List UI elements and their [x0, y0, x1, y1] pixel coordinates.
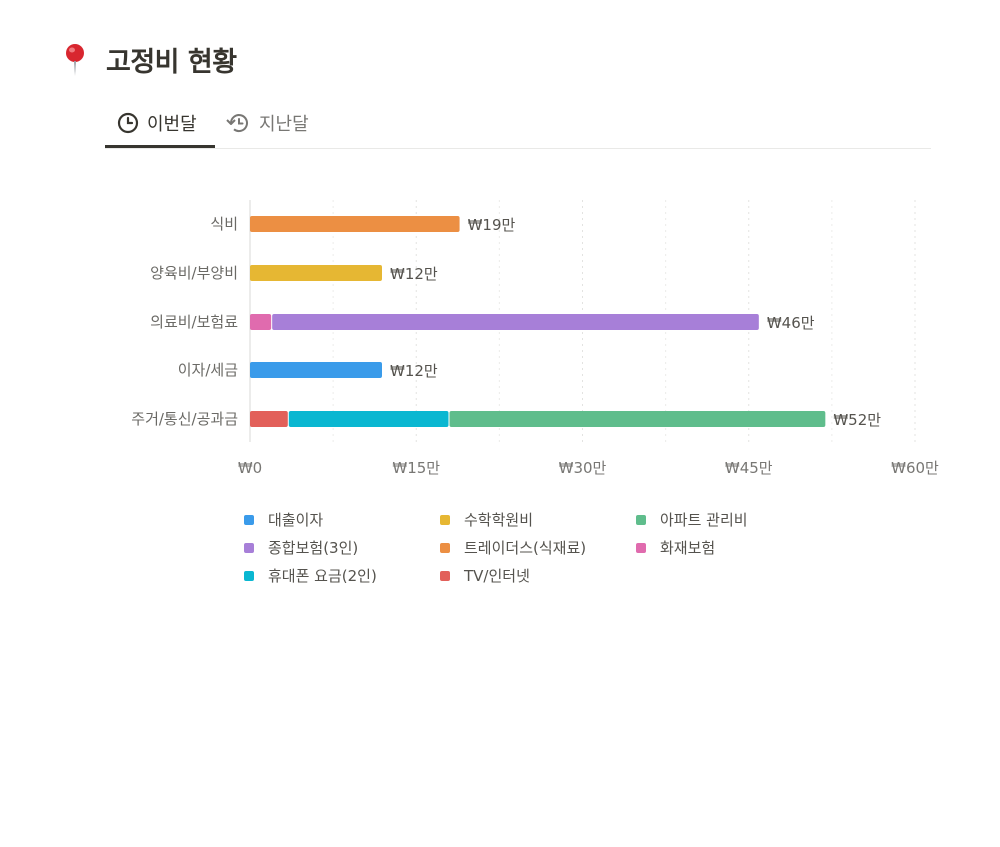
- tab-bar: 이번달 지난달: [105, 100, 931, 149]
- legend-label: 아파트 관리비: [660, 511, 748, 529]
- legend-swatch: [244, 514, 254, 525]
- legend-label: 수학학원비: [464, 511, 534, 529]
- bar-segment: [250, 216, 460, 232]
- total-label: ₩19만: [468, 216, 516, 234]
- legend-swatch: [440, 542, 450, 553]
- x-tick-label: ₩15만: [392, 459, 440, 477]
- x-tick-label: ₩0: [238, 459, 262, 477]
- legend-swatch: [636, 542, 646, 553]
- total-label: ₩52만: [833, 411, 881, 429]
- legend-swatch: [636, 514, 646, 525]
- legend-label: TV/인터넷: [464, 567, 530, 585]
- category-label: 양육비/부양비: [150, 264, 238, 282]
- category-label: 의료비/보험료: [150, 313, 238, 331]
- tab-last-month-label: 지난달: [259, 114, 309, 135]
- legend-label: 트레이더스(식재료): [464, 539, 587, 557]
- bar-segment: [272, 314, 759, 330]
- total-label: ₩12만: [390, 265, 438, 283]
- legend-swatch: [244, 542, 254, 553]
- legend-item: TV/인터넷: [440, 565, 530, 586]
- legend-label: 대출이자: [268, 511, 324, 529]
- bar-segment: [449, 411, 826, 427]
- legend-label: 휴대폰 요금(2인): [268, 567, 377, 585]
- active-tab-indicator: [105, 145, 215, 148]
- stacked-bar-chart: ₩0 ₩15만 ₩30만 ₩45만 ₩60만 식비양육비/부양비의료비/보험료이자/세금주…: [131, 200, 939, 477]
- bar-segment: [250, 411, 288, 427]
- tab-last-month[interactable]: 지난달: [225, 100, 309, 146]
- total-label: ₩46만: [767, 314, 815, 332]
- bar-segment: [288, 411, 449, 427]
- legend-swatch: [440, 570, 450, 581]
- total-label: ₩12만: [390, 362, 438, 380]
- bar-segment: [250, 314, 272, 330]
- legend-item: 트레이더스(식재료): [440, 537, 586, 558]
- legend-label: 화재보험: [660, 539, 716, 557]
- pushpin-icon: [66, 43, 84, 76]
- x-tick-label: ₩30만: [559, 459, 607, 477]
- legend-label: 종합보험(3인): [268, 539, 359, 557]
- x-tick-label: ₩60만: [891, 459, 939, 477]
- legend-item: 수학학원비: [440, 509, 533, 530]
- category-label: 식비: [210, 215, 238, 233]
- tab-this-month-label: 이번달: [147, 114, 197, 135]
- page-header: 고정비 현황: [60, 40, 237, 79]
- legend-item: 아파트 관리비: [636, 509, 748, 530]
- legend-item: 종합보험(3인): [244, 537, 358, 558]
- bar-segment: [250, 265, 382, 281]
- category-label: 주거/통신/공과금: [131, 410, 238, 428]
- page-title: 고정비 현황: [106, 47, 237, 78]
- clock-icon: [117, 112, 139, 134]
- bar-segment: [250, 362, 382, 378]
- category-label: 이자/세금: [178, 361, 238, 379]
- legend-item: 휴대폰 요금(2인): [244, 565, 377, 586]
- legend-item: 화재보험: [636, 537, 715, 558]
- legend-swatch: [244, 570, 254, 581]
- x-tick-label: ₩45만: [725, 459, 773, 477]
- legend-item: 대출이자: [244, 509, 323, 530]
- legend-swatch: [440, 514, 450, 525]
- tab-this-month[interactable]: 이번달: [117, 100, 197, 146]
- history-icon: [226, 114, 248, 133]
